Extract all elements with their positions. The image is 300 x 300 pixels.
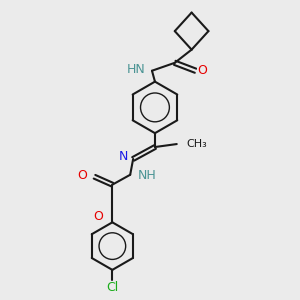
Text: HN: HN [126, 63, 145, 76]
Text: CH₃: CH₃ [187, 139, 207, 149]
Text: NH: NH [138, 169, 157, 182]
Text: O: O [94, 210, 103, 223]
Text: Cl: Cl [106, 281, 118, 294]
Text: O: O [198, 64, 207, 77]
Text: O: O [78, 169, 88, 182]
Text: N: N [119, 150, 128, 164]
